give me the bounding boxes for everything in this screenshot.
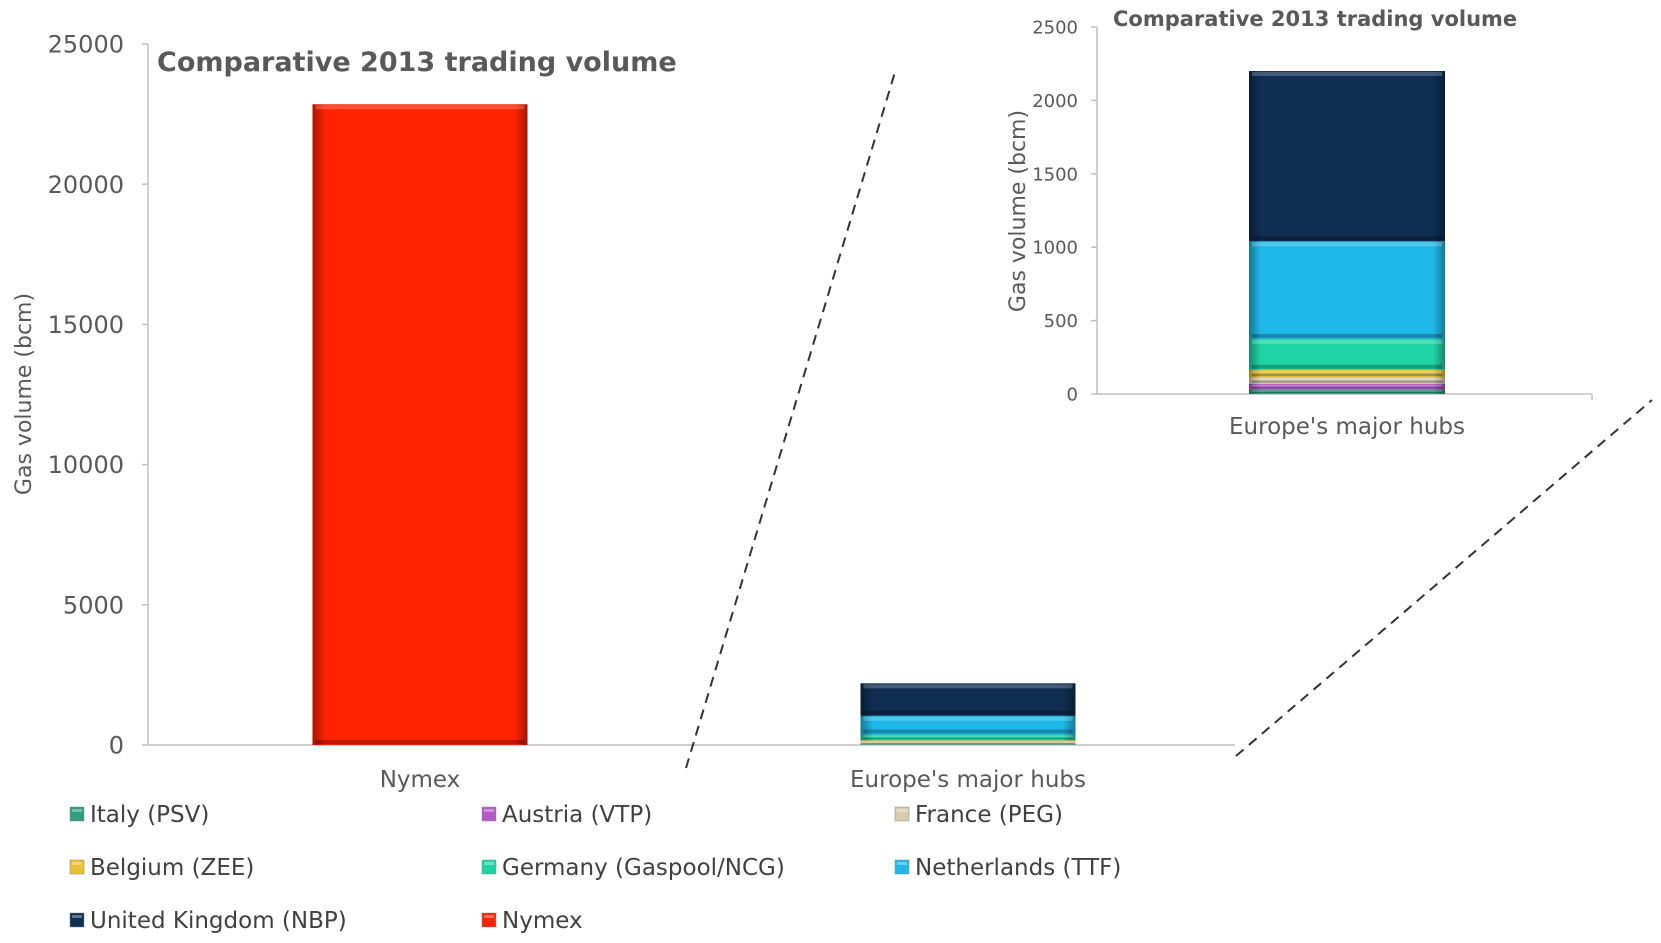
- legend-swatch: [69, 859, 85, 875]
- main-chart-title: Comparative 2013 trading volume: [157, 47, 677, 78]
- main-bar-shadow: [315, 740, 525, 744]
- inset-bar-bevel: [1249, 71, 1445, 242]
- legend-swatch-highlight: [72, 809, 82, 812]
- zoom-connector-right: [1235, 399, 1653, 757]
- main-y-tick-label: 25000: [48, 31, 124, 59]
- legend-label: Netherlands (TTF): [915, 855, 1121, 881]
- inset-bar-highlight: [1252, 339, 1442, 344]
- inset-y-tick-label: 1500: [1032, 164, 1078, 185]
- main-y-tick-label: 0: [109, 732, 124, 760]
- inset-bar-highlight: [1252, 242, 1442, 247]
- legend-swatch-highlight: [484, 862, 494, 865]
- inset-bar-bevel: [1249, 369, 1445, 378]
- main-bar-bevel: [312, 104, 528, 745]
- main-bar-highlight: [863, 684, 1073, 689]
- legend-label: France (PEG): [915, 802, 1063, 828]
- inset-bar-bevel: [1249, 241, 1445, 339]
- main-bar-segment: [860, 741, 1076, 744]
- inset-bar-bevel: [1249, 383, 1445, 390]
- inset-y-tick-label: 2000: [1032, 91, 1078, 112]
- main-x-tick-label: Europe's major hubs: [850, 767, 1086, 793]
- main-bar-shadow: [863, 729, 1073, 734]
- main-bar-segment: [860, 740, 1076, 742]
- inset-y-tick-label: 1000: [1032, 238, 1078, 259]
- legend-swatch-highlight: [72, 915, 82, 918]
- inset-bar-highlight: [1252, 384, 1442, 387]
- inset-y-tick-label: 500: [1044, 311, 1078, 332]
- inset-bar-shadow: [1252, 364, 1442, 369]
- legend-swatch-highlight: [484, 915, 494, 918]
- inset-bar-shadow: [1252, 386, 1442, 389]
- inset-bar-shadow: [1252, 236, 1442, 241]
- main-y-tick-label: 5000: [63, 591, 124, 619]
- inset-bar-highlight: [1252, 370, 1442, 374]
- zoom-connector-left: [685, 71, 896, 769]
- inset-x-tick-label: Europe's major hubs: [1229, 414, 1465, 440]
- main-bar-segment: [860, 743, 1076, 745]
- main-y-tick-label: 15000: [48, 311, 124, 339]
- legend-label: Austria (VTP): [502, 802, 652, 828]
- main-bar-highlight: [863, 716, 1073, 721]
- legend-swatch: [481, 859, 497, 875]
- inset-bar-shadow: [1252, 380, 1442, 383]
- legend-swatch-highlight: [72, 862, 82, 865]
- inset-y-tick-label: 2500: [1032, 17, 1078, 38]
- legend-label: Nymex: [502, 908, 583, 934]
- main-bar-bevel: [860, 715, 1076, 735]
- legend-label: Belgium (ZEE): [90, 855, 254, 881]
- legend-label: United Kingdom (NBP): [90, 908, 347, 934]
- inset-bar-shadow: [1252, 391, 1442, 393]
- inset-bar-bevel: [1249, 389, 1445, 394]
- legend-swatch: [69, 806, 85, 822]
- inset-chart-title: Comparative 2013 trading volume: [1113, 7, 1517, 31]
- legend-swatch: [481, 912, 497, 928]
- legend: Italy (PSV) Austria (VTP) France (PEG) Belg…: [69, 802, 1121, 934]
- main-bar-highlight: [863, 735, 1073, 738]
- inset-bar-highlight: [1252, 390, 1442, 393]
- main-bar-shadow: [863, 710, 1073, 715]
- main-y-tick-label: 20000: [48, 171, 124, 199]
- inset-bar-highlight: [1252, 72, 1442, 77]
- main-bar-bevel: [860, 734, 1076, 741]
- legend-swatch-highlight: [484, 809, 494, 812]
- main-bar-segment: [860, 744, 1076, 745]
- main-bar-shadow: [863, 737, 1073, 740]
- main-x-tick-label: Nymex: [380, 767, 461, 793]
- main-y-axis-label: Gas volume (bcm): [12, 293, 37, 495]
- main-bar-highlight: [315, 105, 525, 110]
- legend-label: Italy (PSV): [90, 802, 209, 828]
- inset-y-axis-label: Gas volume (bcm): [1006, 110, 1031, 312]
- inset-bar-bevel: [1249, 377, 1445, 384]
- inset-bar-shadow: [1252, 333, 1442, 338]
- legend-swatch-highlight: [897, 809, 907, 812]
- legend-swatch-highlight: [897, 862, 907, 865]
- legend-label: Germany (Gaspool/NCG): [502, 855, 785, 881]
- inset-y-tick-label: 0: [1067, 384, 1078, 405]
- inset-bar-highlight: [1252, 378, 1442, 381]
- legend-swatch: [481, 806, 497, 822]
- inset-bar-shadow: [1252, 373, 1442, 377]
- inset-bar-bevel: [1249, 338, 1445, 370]
- main-y-tick-label: 10000: [48, 451, 124, 479]
- main-bar-bevel: [860, 683, 1076, 716]
- legend-swatch: [894, 806, 910, 822]
- legend-swatch: [69, 912, 85, 928]
- legend-swatch: [894, 859, 910, 875]
